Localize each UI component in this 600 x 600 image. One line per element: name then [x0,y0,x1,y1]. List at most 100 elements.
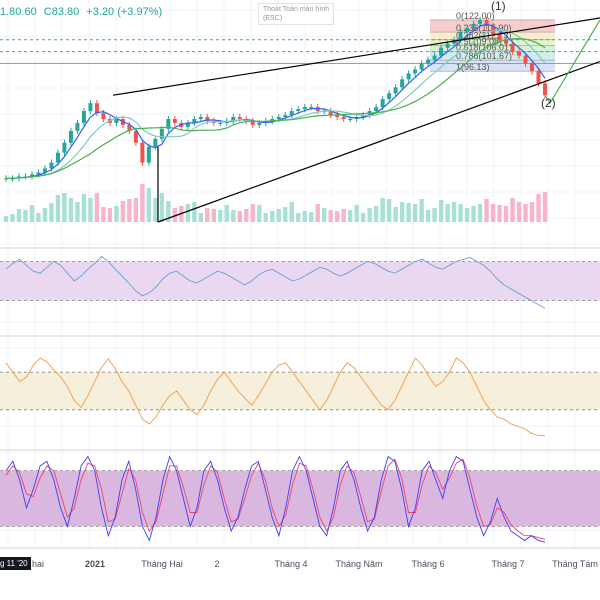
wave-label-2: (2) [541,96,556,110]
candle-body [335,115,340,118]
volume-bar [490,204,496,222]
volume-bar [263,213,268,222]
wave-label-1: (1) [491,0,506,13]
volume-bar [224,205,229,222]
candle-body [270,118,275,121]
volume-bar [393,207,398,222]
volume-bar [114,206,119,222]
volume-bar [412,204,418,222]
candle-body [302,107,307,110]
candle-body [81,111,86,123]
volume-bar [23,210,28,222]
x-tick-label: 2 [214,559,219,569]
candle-body [400,79,405,88]
stochastic-k-line [5,455,546,543]
volume-bar [360,213,366,222]
fib-level-label: 0.786(101.67) [456,51,512,61]
exit-fullscreen-button[interactable]: Thoát Toàn màn hình (ESC) [258,3,335,25]
candle-body [276,117,281,119]
candle-body [426,59,431,64]
x-tick-label: Tháng 6 [411,559,444,569]
volume-bar [529,202,535,222]
volume-bar [451,202,457,222]
volume-bar [296,213,301,222]
volume-bar [367,208,372,222]
candle-body [94,103,99,114]
volume-bar [146,188,152,222]
fib-level-label: 1(96.13) [456,62,490,72]
candle-body [341,117,346,119]
candle-body [374,107,379,112]
candle-body [88,103,93,112]
candle-body [205,117,210,121]
volume-bar [438,200,444,222]
volume-bar [373,206,379,222]
volume-bar [68,198,74,222]
candle-body [406,73,411,80]
volume-bar [270,211,275,222]
candle-body [185,122,190,127]
volume-bar [231,210,236,222]
stochastic-pane [0,455,600,543]
volume-bar [75,202,80,222]
volume-bar [341,209,346,222]
x-tick-label: Tháng 7 [491,559,524,569]
volume-bar [380,198,385,222]
volume-bar [55,195,61,222]
moving-average-line [6,37,546,179]
volume-bar [10,214,15,222]
x-tick-label: Tháng Tám [552,559,598,569]
candle-body [62,142,67,153]
fib-level-label: 0.5(109.08) [456,37,502,47]
candle-body [101,113,106,119]
volume-bar [218,210,223,222]
volume-bar [289,202,294,222]
x-tick-label: Tháng Năm [335,559,382,569]
x-tick-label: Tháng 4 [274,559,307,569]
rsi-pane [0,255,600,309]
x-tick-label: hai [32,559,44,569]
price-pane: 0(122.00) 0.236(115.90)0.382(112.13)0.5(1… [0,0,600,223]
candle-body [172,118,177,123]
wave-projection-line [544,19,600,105]
stochastic-d-line [5,458,546,540]
exit-fullscreen-label: Thoát Toàn màn hình [263,6,330,13]
fib-level-label: 0(122.00) [456,11,495,21]
volume-bar [484,199,489,222]
candle-body [153,138,158,147]
volume-bar [244,209,249,222]
candle-body [419,63,424,70]
volume-bar [36,213,41,222]
candle-body [68,130,73,143]
candle-body [413,69,418,74]
volume-bar [464,208,470,222]
candle-body [510,43,515,52]
candle-body [432,55,437,60]
candle-body [166,118,171,129]
volume-bar [334,211,340,222]
volume-bar [185,204,191,222]
volume-bar [536,194,541,222]
channel-lower-line [157,60,600,223]
volume-bar [159,193,165,222]
candle-body [218,122,223,124]
volume-bar [250,204,255,222]
volume-bar [406,203,411,222]
volume-bar [425,210,431,222]
volume-bar [94,193,100,222]
candle-body [289,111,294,116]
candle-body [536,71,541,84]
time-axis: hai 2021 Tháng Hai 2 Tháng 4 Tháng Năm Tháng 6… [32,559,598,569]
fib-level-label: 0.236(115.90) [456,23,511,33]
candle-body [36,172,41,175]
exit-fullscreen-shortcut: (ESC) [263,15,283,22]
candle-body [517,51,522,56]
volume-bar [127,199,132,222]
candle-body [283,115,288,118]
volume-bar [107,208,113,222]
candle-body [445,43,450,48]
ohlc-open: 1.80.60 [0,6,37,18]
candle-body [478,19,483,24]
volume-bar [237,211,242,222]
